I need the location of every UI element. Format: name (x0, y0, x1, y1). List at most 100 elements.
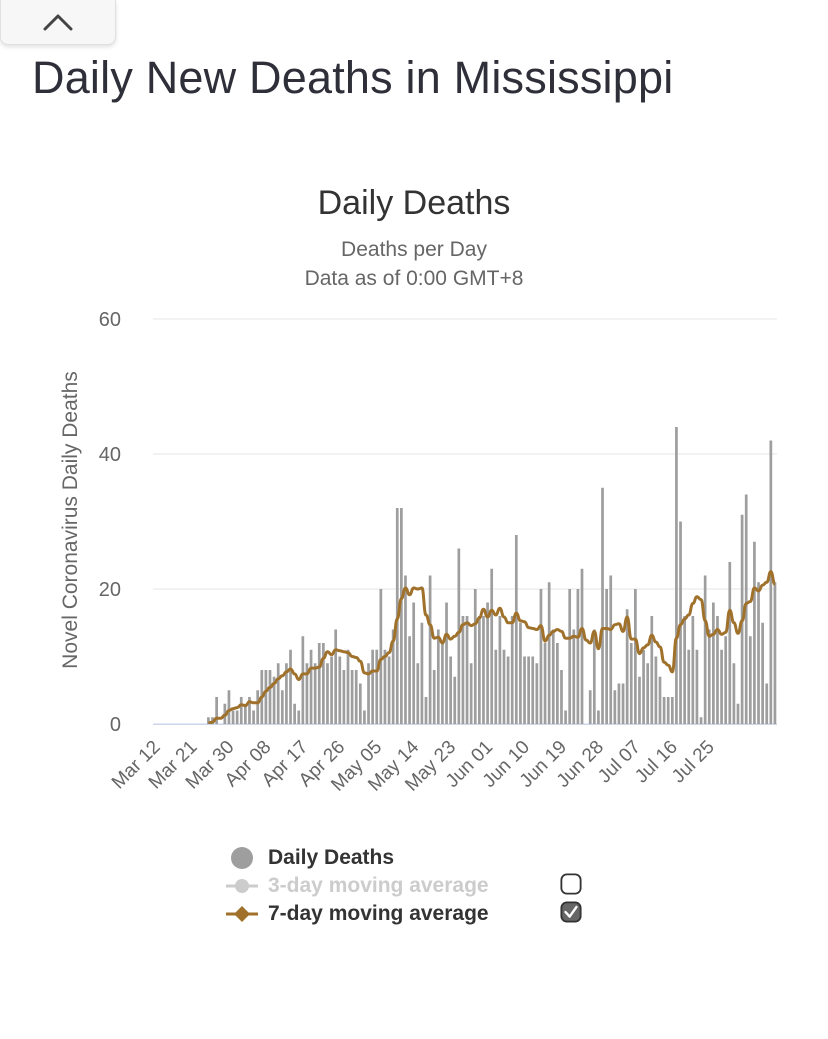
bar[interactable] (301, 636, 305, 724)
seven-day-average-line[interactable] (208, 570, 777, 725)
bar[interactable] (638, 676, 641, 724)
bar[interactable] (646, 663, 650, 724)
bar[interactable] (297, 710, 301, 725)
bar[interactable] (773, 582, 777, 724)
bar[interactable] (617, 683, 621, 725)
bar[interactable] (724, 636, 728, 724)
bar[interactable] (613, 690, 617, 724)
bar[interactable] (350, 670, 354, 724)
bar[interactable] (473, 589, 477, 724)
bar[interactable] (445, 602, 448, 725)
bar[interactable] (420, 622, 424, 724)
bar[interactable] (683, 616, 686, 724)
bar[interactable] (666, 697, 670, 724)
bar[interactable] (408, 636, 411, 724)
bar[interactable] (276, 663, 280, 724)
bar[interactable] (338, 656, 342, 725)
bar[interactable] (342, 670, 346, 724)
bar[interactable] (375, 649, 379, 724)
bar[interactable] (264, 670, 268, 724)
bar[interactable] (601, 487, 604, 724)
bar[interactable] (699, 717, 703, 724)
bar[interactable] (391, 629, 395, 725)
bar[interactable] (761, 622, 764, 724)
bar[interactable] (285, 663, 288, 724)
bar[interactable] (707, 629, 711, 725)
bar[interactable] (280, 690, 284, 724)
bar[interactable] (744, 494, 748, 725)
bar[interactable] (449, 656, 452, 725)
bar[interactable] (580, 568, 584, 724)
bar[interactable] (478, 616, 481, 724)
bar[interactable] (634, 589, 637, 724)
bar[interactable] (416, 663, 420, 724)
bar[interactable] (535, 663, 539, 724)
bar[interactable] (494, 649, 498, 724)
bar[interactable] (728, 562, 732, 724)
bar[interactable] (268, 670, 272, 724)
bar[interactable] (330, 656, 333, 725)
bar[interactable] (244, 703, 247, 724)
bar[interactable] (539, 589, 543, 724)
bar[interactable] (379, 589, 383, 724)
bar[interactable] (502, 649, 506, 724)
bar[interactable] (486, 602, 489, 725)
bar[interactable] (654, 656, 658, 725)
bar[interactable] (400, 508, 403, 724)
bar[interactable] (371, 649, 374, 724)
bar[interactable] (642, 649, 645, 724)
bar[interactable] (712, 602, 715, 725)
bar[interactable] (732, 663, 736, 724)
bar[interactable] (317, 643, 321, 724)
bar[interactable] (547, 582, 551, 724)
bar[interactable] (498, 616, 502, 724)
bar[interactable] (506, 656, 510, 725)
bar[interactable] (256, 690, 260, 724)
bar[interactable] (432, 670, 436, 724)
collapse-button[interactable] (0, 0, 116, 45)
bar[interactable] (465, 616, 469, 724)
bar[interactable] (354, 670, 358, 724)
bar[interactable] (293, 703, 296, 724)
bar[interactable] (239, 697, 243, 724)
bar[interactable] (527, 656, 530, 725)
bar[interactable] (551, 629, 555, 725)
bar[interactable] (453, 676, 457, 724)
bar[interactable] (358, 683, 362, 725)
bar[interactable] (720, 649, 723, 724)
bar[interactable] (252, 710, 255, 725)
bar[interactable] (441, 643, 444, 724)
bar[interactable] (592, 629, 596, 725)
bar[interactable] (519, 622, 522, 724)
bar[interactable] (597, 710, 600, 725)
checkbox-checked-icon[interactable] (560, 901, 582, 923)
bar[interactable] (272, 676, 276, 724)
bar[interactable] (309, 649, 313, 724)
bar[interactable] (650, 616, 654, 724)
bar[interactable] (576, 589, 580, 724)
bar[interactable] (560, 670, 563, 724)
bar[interactable] (588, 690, 592, 724)
bar[interactable] (334, 629, 338, 725)
bar[interactable] (765, 683, 769, 725)
bar[interactable] (572, 629, 576, 725)
bar[interactable] (436, 629, 440, 725)
bar[interactable] (716, 616, 719, 724)
bar[interactable] (531, 656, 535, 725)
bar[interactable] (231, 710, 235, 725)
bar[interactable] (670, 697, 674, 724)
bar[interactable] (326, 663, 329, 724)
bar[interactable] (625, 609, 629, 724)
bar[interactable] (363, 710, 366, 725)
bar[interactable] (543, 643, 547, 724)
bar[interactable] (428, 575, 432, 725)
bar[interactable] (248, 697, 251, 724)
bar[interactable] (605, 589, 608, 724)
bar[interactable] (675, 427, 678, 724)
bar[interactable] (629, 643, 633, 724)
bar[interactable] (748, 636, 752, 724)
bar[interactable] (523, 656, 526, 725)
bar[interactable] (769, 440, 773, 725)
bar[interactable] (424, 697, 428, 724)
bar[interactable] (457, 548, 461, 725)
